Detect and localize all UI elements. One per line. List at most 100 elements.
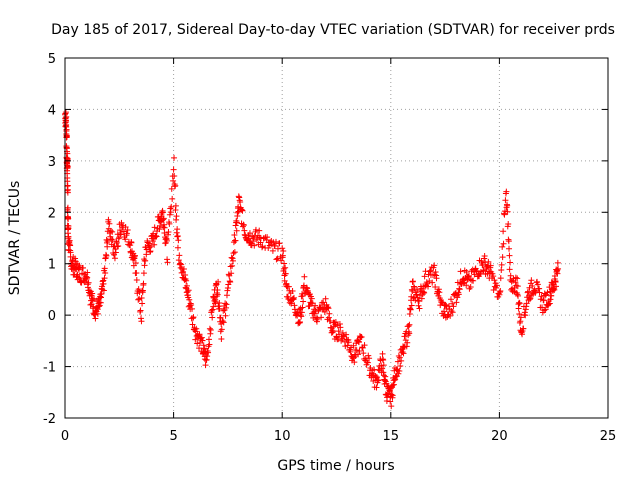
data-point [508,286,515,293]
data-point [517,318,524,325]
data-point [153,233,160,240]
data-point [528,277,535,284]
data-point [513,289,520,296]
data-point [527,295,534,302]
data-point [216,305,223,312]
data-point [123,230,130,237]
data-point [416,298,423,305]
data-point [407,306,414,313]
data-point [104,243,111,250]
data-point [180,266,187,273]
y-tick-label: -2 [43,412,56,427]
data-point [207,326,214,333]
data-point [163,237,170,244]
data-point [170,177,177,184]
data-point [387,398,394,405]
data-point [529,282,536,289]
data-point [465,272,472,279]
data-point [366,355,373,362]
data-point [103,252,110,259]
data-point [378,362,385,369]
data-point [188,302,195,309]
data-point [138,318,145,325]
data-point [463,282,470,289]
data-point [552,283,559,290]
data-point [211,297,218,304]
data-point [251,242,258,249]
data-point [355,339,362,346]
data-point [508,278,515,285]
data-point [191,327,198,334]
data-point [503,188,510,195]
data-point [525,288,532,295]
data-point [397,362,404,369]
data-point [490,273,497,280]
data-point [449,300,456,307]
data-point [183,282,190,289]
data-point [507,259,514,266]
data-point [498,261,505,268]
data-point [199,337,206,344]
data-point [337,324,344,331]
x-tick-label: 0 [61,429,69,444]
data-point [228,270,235,277]
data-point [151,224,158,231]
data-point [506,252,513,259]
data-point [507,272,514,279]
data-point [272,238,279,245]
data-point [480,267,487,274]
data-point [364,359,371,366]
data-point [312,302,319,309]
data-point [185,287,192,294]
data-point [209,314,216,321]
data-point [252,226,259,233]
y-tick-label: 3 [48,155,56,170]
data-point [208,307,215,314]
data-point [116,234,123,241]
data-point [205,336,212,343]
data-point [173,213,180,220]
data-point [463,269,470,276]
y-tick-label: 5 [48,52,56,67]
plot-frame [64,57,609,419]
y-axis-label: SDTVAR / TECUs [7,181,23,296]
data-point [318,314,325,321]
data-point [491,277,498,284]
data-point [89,290,96,297]
data-point [138,295,145,302]
data-point [124,227,131,234]
data-point [497,288,504,295]
data-point [322,295,329,302]
data-point [432,284,439,291]
data-point [350,342,357,349]
data-point [404,339,411,346]
data-point [409,278,416,285]
data-point [389,392,396,399]
data-point [414,286,421,293]
data-point [105,216,112,223]
data-point [360,350,367,357]
data-point [512,274,519,281]
data-point [227,279,234,286]
data-point [361,342,368,349]
data-point [147,243,154,250]
data-point [418,295,425,302]
data-point [178,261,185,268]
data-point [321,309,328,316]
data-point [239,207,246,214]
data-point [398,357,405,364]
data-point [122,224,129,231]
data-point [278,257,285,264]
data-point [485,258,492,265]
data-point [183,277,190,284]
data-point [505,220,512,227]
data-point [289,288,296,295]
data-point [104,238,111,245]
data-point [457,268,464,275]
data-point [172,182,179,189]
data-point [222,312,229,319]
data-point [523,300,530,307]
data-point [365,352,372,359]
x-tick-label: 5 [169,429,177,444]
data-point [230,239,237,246]
